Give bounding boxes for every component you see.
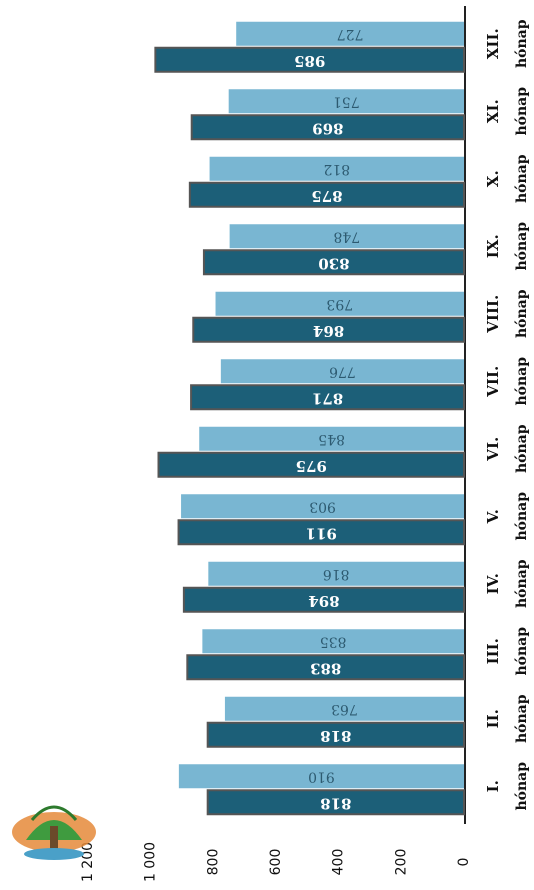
category-numeral-9: IX. bbox=[484, 234, 502, 258]
category-word-12: hónap bbox=[514, 19, 530, 68]
bar-label-series2-6: 845 bbox=[318, 431, 345, 447]
bar-series1-8 bbox=[192, 316, 465, 343]
bar-series1-5 bbox=[177, 519, 465, 546]
category-numeral-1: I. bbox=[484, 780, 502, 792]
category-word-6: hónap bbox=[514, 424, 530, 473]
bar-label-series1-12: 985 bbox=[294, 52, 325, 70]
bar-label-series1-5: 911 bbox=[306, 524, 337, 542]
bar-series2-9 bbox=[229, 224, 464, 249]
bar-label-series2-2: 763 bbox=[331, 701, 358, 717]
bar-label-series1-2: 818 bbox=[320, 727, 351, 745]
category-numeral-4: IV. bbox=[484, 573, 502, 594]
category-word-5: hónap bbox=[514, 492, 530, 541]
bar-label-series2-10: 812 bbox=[323, 161, 350, 177]
category-numeral-5: V. bbox=[484, 509, 502, 524]
category-numeral-2: II. bbox=[484, 709, 502, 728]
bar-label-series1-6: 975 bbox=[296, 457, 327, 475]
bar-series2-3 bbox=[202, 629, 464, 654]
category-word-2: hónap bbox=[514, 694, 530, 743]
category-numeral-3: III. bbox=[484, 638, 502, 664]
bar-series2-2 bbox=[224, 696, 464, 721]
bar-series2-6 bbox=[199, 426, 464, 451]
bar-label-series1-8: 864 bbox=[313, 322, 344, 340]
bar-label-series2-5: 903 bbox=[309, 498, 336, 514]
bar-series2-10 bbox=[209, 156, 464, 181]
category-numeral-10: X. bbox=[484, 170, 502, 187]
bar-label-series1-10: 875 bbox=[311, 187, 342, 205]
category-numeral-8: VIII. bbox=[484, 295, 502, 334]
bar-series1-1 bbox=[206, 789, 465, 816]
bar-labels-layer: 818 910 818 763 883 835 894 816 911 903 975 845 871 7… bbox=[294, 26, 363, 813]
logo-icon bbox=[6, 790, 102, 862]
bar-label-series1-4: 894 bbox=[308, 592, 339, 610]
bar-label-series1-1: 818 bbox=[320, 794, 351, 812]
bar-label-series2-9: 748 bbox=[333, 228, 360, 244]
bar-series2-7 bbox=[220, 359, 464, 384]
bar-label-series1-11: 869 bbox=[312, 119, 343, 137]
category-labels-layer: I. hónap II. hónap III. hónap IV. hónap V. hónap V… bbox=[484, 19, 530, 810]
bar-label-series2-11: 751 bbox=[333, 93, 360, 109]
value-tick-label-400: 400 bbox=[331, 849, 347, 876]
value-tick-label-1000: 1 000 bbox=[143, 842, 159, 882]
bar-label-series1-9: 830 bbox=[318, 254, 349, 272]
bar-series1-12 bbox=[154, 46, 465, 73]
bar-label-series2-7: 776 bbox=[329, 363, 356, 379]
category-numeral-12: XII. bbox=[484, 28, 502, 59]
bar-series1-4 bbox=[182, 586, 465, 613]
bar-series2-12 bbox=[236, 21, 464, 46]
category-word-1: hónap bbox=[514, 762, 530, 811]
bar-series2-11 bbox=[228, 89, 464, 114]
category-word-4: hónap bbox=[514, 559, 530, 608]
bar-series1-7 bbox=[190, 384, 465, 411]
bar-label-series2-4: 816 bbox=[323, 566, 350, 582]
value-tick-label-600: 600 bbox=[268, 849, 284, 876]
bar-series2-4 bbox=[208, 561, 464, 586]
bar-label-series1-7: 871 bbox=[312, 389, 343, 407]
bar-label-series1-3: 883 bbox=[310, 659, 341, 677]
value-tick-label-800: 800 bbox=[205, 849, 221, 876]
category-numeral-11: XI. bbox=[484, 99, 502, 123]
bar-series1-10 bbox=[188, 181, 465, 208]
value-tick-label-200: 200 bbox=[393, 849, 409, 876]
value-tick-label-1200: 1 200 bbox=[80, 842, 96, 882]
bar-series2-8 bbox=[215, 291, 464, 316]
category-word-11: hónap bbox=[514, 87, 530, 136]
bar-series1-9 bbox=[202, 249, 466, 276]
bar-series2-5 bbox=[181, 494, 464, 519]
category-word-10: hónap bbox=[514, 154, 530, 203]
category-word-9: hónap bbox=[514, 222, 530, 271]
category-word-3: hónap bbox=[514, 627, 530, 676]
bar-series1-2 bbox=[206, 721, 465, 748]
bars-layer bbox=[154, 21, 466, 816]
category-numeral-6: VI. bbox=[484, 437, 502, 462]
category-word-7: hónap bbox=[514, 357, 530, 406]
bar-label-series2-1: 910 bbox=[308, 768, 335, 784]
bar-series1-3 bbox=[186, 654, 465, 681]
category-word-8: hónap bbox=[514, 289, 530, 338]
value-tick-label-0: 0 bbox=[456, 858, 472, 867]
bar-series1-6 bbox=[157, 451, 465, 478]
bar-label-series2-12: 727 bbox=[337, 26, 364, 42]
value-ticks-layer: 0 200 400 600 800 1 000 1 200 bbox=[80, 842, 472, 882]
bar-series2-1 bbox=[178, 764, 464, 789]
category-numeral-7: VII. bbox=[484, 366, 502, 398]
bar-series1-11 bbox=[190, 114, 465, 141]
bar-label-series2-3: 835 bbox=[320, 633, 347, 649]
bar-label-series2-8: 793 bbox=[326, 296, 353, 312]
